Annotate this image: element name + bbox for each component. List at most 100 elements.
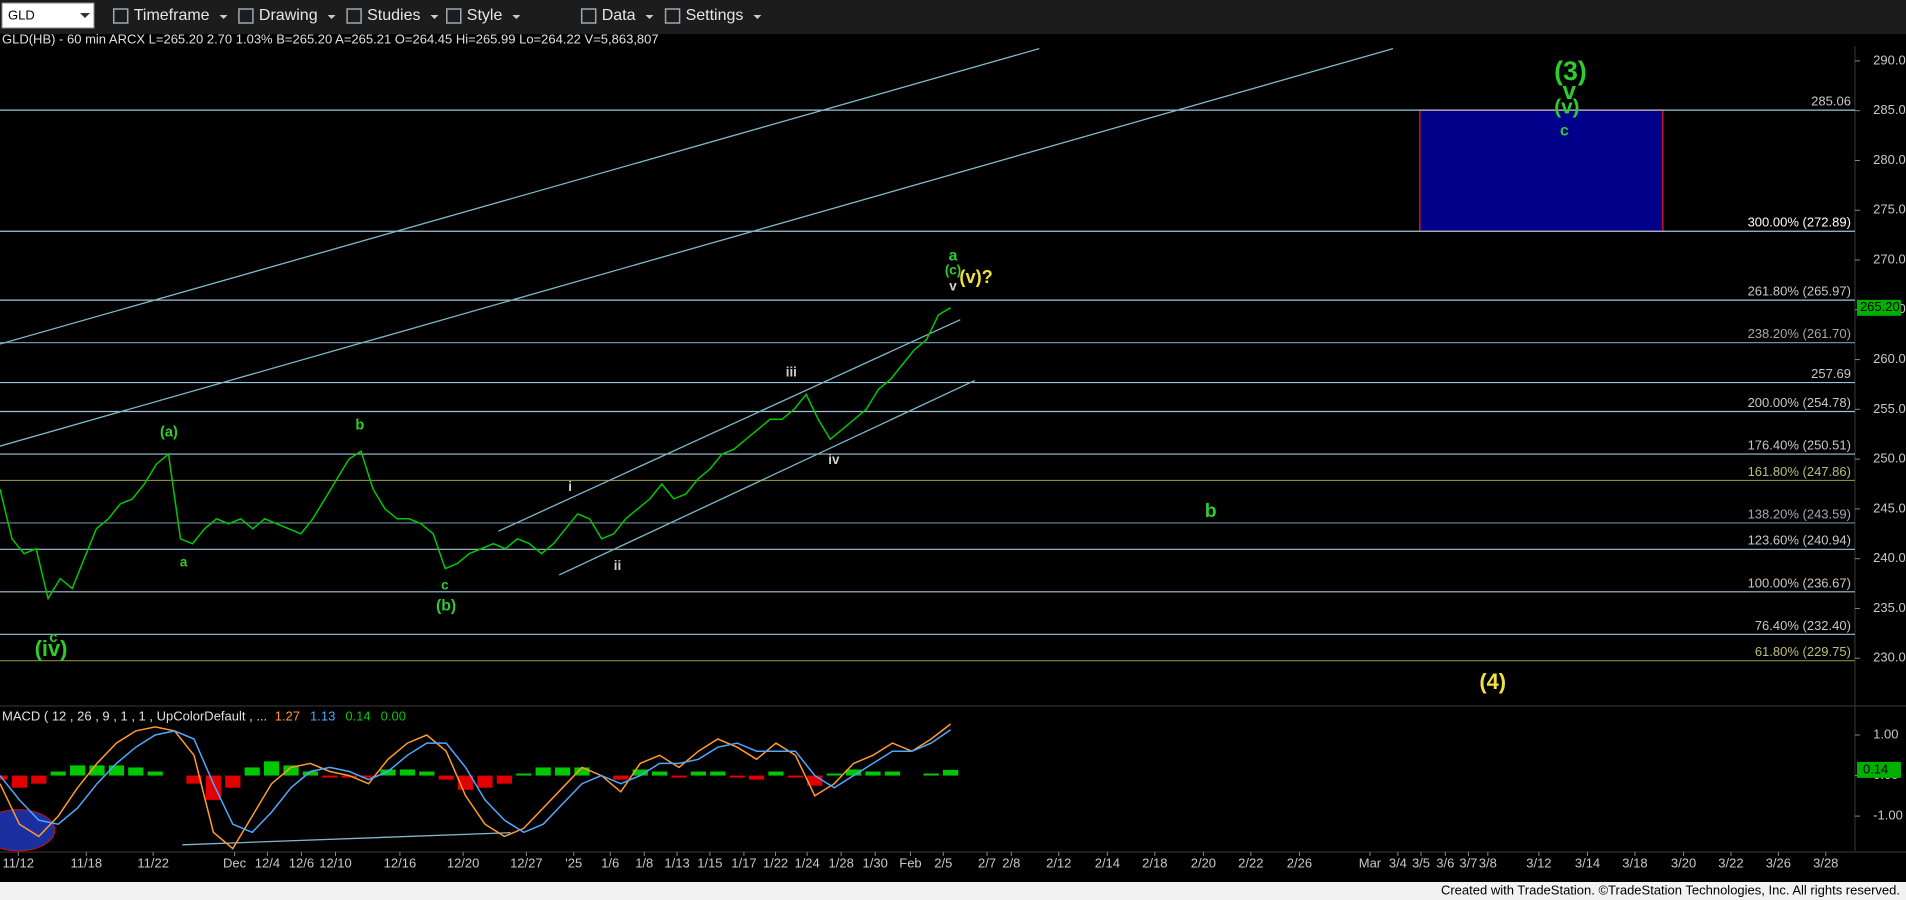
macd-histogram-bar: [108, 765, 125, 776]
wave-label: v: [949, 278, 957, 293]
macd-histogram-bar: [826, 773, 842, 776]
macd-histogram-bar: [225, 775, 241, 788]
last-price-marker: [1856, 299, 1901, 316]
y-tick-label: 255.00: [1873, 401, 1906, 416]
x-tick-label: 1/6: [601, 855, 619, 870]
macd-histogram-bar: [283, 765, 299, 776]
macd-histogram-bar: [787, 775, 803, 778]
menu-arrow[interactable]: [430, 15, 439, 19]
footer-text: Created with TradeStation. ©TradeStation…: [1441, 882, 1900, 897]
x-tick-label: 11/18: [71, 855, 103, 870]
x-tick-label: 2/12: [1046, 855, 1071, 870]
x-tick-label: 3/20: [1671, 855, 1696, 870]
y-tick-label: -1.00: [1873, 808, 1903, 823]
x-tick-label: 2/20: [1191, 855, 1216, 870]
menu-arrow[interactable]: [512, 15, 521, 19]
menu-icon[interactable]: [446, 8, 462, 24]
macd-readout: 1.27: [275, 709, 300, 724]
price-header: GLD(HB) - 60 min ARCX L=265.20 2.70 1.03…: [2, 31, 659, 46]
menu-item[interactable]: Studies: [367, 7, 420, 24]
macd-histogram-bar: [399, 769, 415, 776]
footer-bar: [0, 882, 1906, 900]
symbol-box[interactable]: [1, 2, 95, 29]
y-tick-label: 250.00: [1873, 451, 1906, 466]
menu-item[interactable]: Drawing: [259, 7, 318, 24]
wave-label: (b): [436, 598, 456, 615]
menu-item[interactable]: Settings: [686, 7, 744, 24]
wave-label: v: [1563, 78, 1577, 105]
fib-level-label: 161.80% (247.86): [1748, 464, 1851, 479]
x-tick-label: 3/5: [1412, 855, 1430, 870]
macd-histogram-bar: [632, 769, 648, 776]
x-tick-label: 11/12: [2, 855, 34, 870]
x-tick-label: 3/12: [1526, 855, 1551, 870]
menu-item[interactable]: Style: [467, 7, 503, 24]
y-tick-label: 260.00: [1873, 351, 1906, 366]
symbol-text[interactable]: GLD: [8, 7, 35, 22]
macd-histogram-bar: [613, 775, 629, 780]
macd-histogram-bar: [651, 771, 668, 776]
wave-label: (c): [945, 263, 961, 278]
macd-readout: 1.13: [310, 709, 335, 724]
x-tick-label: 3/14: [1575, 855, 1600, 870]
menu-arrow[interactable]: [327, 15, 336, 19]
y-tick-label: 245.00: [1873, 500, 1906, 515]
menu-icon[interactable]: [580, 8, 597, 24]
x-tick-label: 12/20: [447, 855, 480, 870]
wave-label: (v): [1554, 96, 1579, 119]
wave-label: (a): [160, 425, 178, 441]
menu-icon[interactable]: [664, 8, 681, 24]
x-tick-label: 3/26: [1766, 855, 1791, 870]
macd-readout: 0.14: [345, 709, 370, 724]
wave-label: (v)?: [959, 266, 992, 287]
divergence-line: [182, 832, 511, 846]
symbol-dropdown-arrow[interactable]: [80, 13, 90, 18]
x-tick-label: 2/7: [978, 855, 996, 870]
macd-histogram-bar: [147, 771, 163, 776]
x-tick-label: 3/8: [1479, 855, 1497, 870]
macd-histogram-bar: [69, 765, 86, 776]
menu-icon[interactable]: [112, 8, 129, 24]
menu-arrow[interactable]: [219, 15, 228, 19]
x-tick-label: 3/22: [1718, 855, 1743, 870]
macd-histogram-bar: [31, 775, 47, 784]
fib-level-label: 261.80% (265.97): [1748, 284, 1851, 299]
macd-histogram-bar: [865, 771, 881, 776]
x-tick-label: 2/8: [1002, 855, 1020, 870]
wave-label: a: [949, 248, 958, 265]
fib-level-label: 285.06: [1811, 94, 1851, 109]
menu-arrow[interactable]: [753, 15, 762, 19]
macd-histogram-bar: [0, 775, 8, 780]
menu-item[interactable]: Timeframe: [134, 7, 210, 24]
x-tick-label: 3/18: [1622, 855, 1647, 870]
fib-level-label: 61.80% (229.75): [1755, 644, 1851, 659]
macd-histogram-bar: [574, 767, 590, 776]
x-tick-label: 1/13: [664, 855, 689, 870]
x-tick-label: Feb: [899, 855, 921, 870]
menu-arrow[interactable]: [645, 15, 654, 19]
macd-histogram-bar: [923, 773, 939, 776]
wave-label: c: [1560, 122, 1569, 139]
y-tick-label: 240.00: [1873, 550, 1906, 565]
x-tick-label: 12/10: [319, 855, 352, 870]
macd-histogram-bar: [360, 775, 377, 778]
fib-level-label: 76.40% (232.40): [1755, 618, 1851, 633]
menu-icon[interactable]: [238, 8, 254, 24]
x-tick-label: 2/18: [1142, 855, 1167, 870]
menu-icon[interactable]: [346, 8, 362, 24]
fib-level-label: 257.69: [1811, 366, 1851, 381]
y-tick-label: 285.00: [1873, 102, 1906, 117]
x-tick-label: 1/28: [829, 855, 854, 870]
macd-histogram-bar: [768, 771, 784, 776]
wave-label: c: [441, 577, 449, 592]
highlight-ellipse: [0, 809, 56, 852]
wave-label: a: [180, 554, 188, 569]
macd-histogram-bar: [807, 775, 823, 786]
menu-item[interactable]: Data: [602, 7, 636, 24]
x-tick-label: 2/14: [1095, 855, 1120, 870]
macd-histogram-bar: [244, 767, 260, 776]
fib-level-label: 100.00% (236.67): [1748, 575, 1851, 590]
macd-histogram-bar: [205, 775, 221, 800]
target-box: [1419, 109, 1664, 233]
